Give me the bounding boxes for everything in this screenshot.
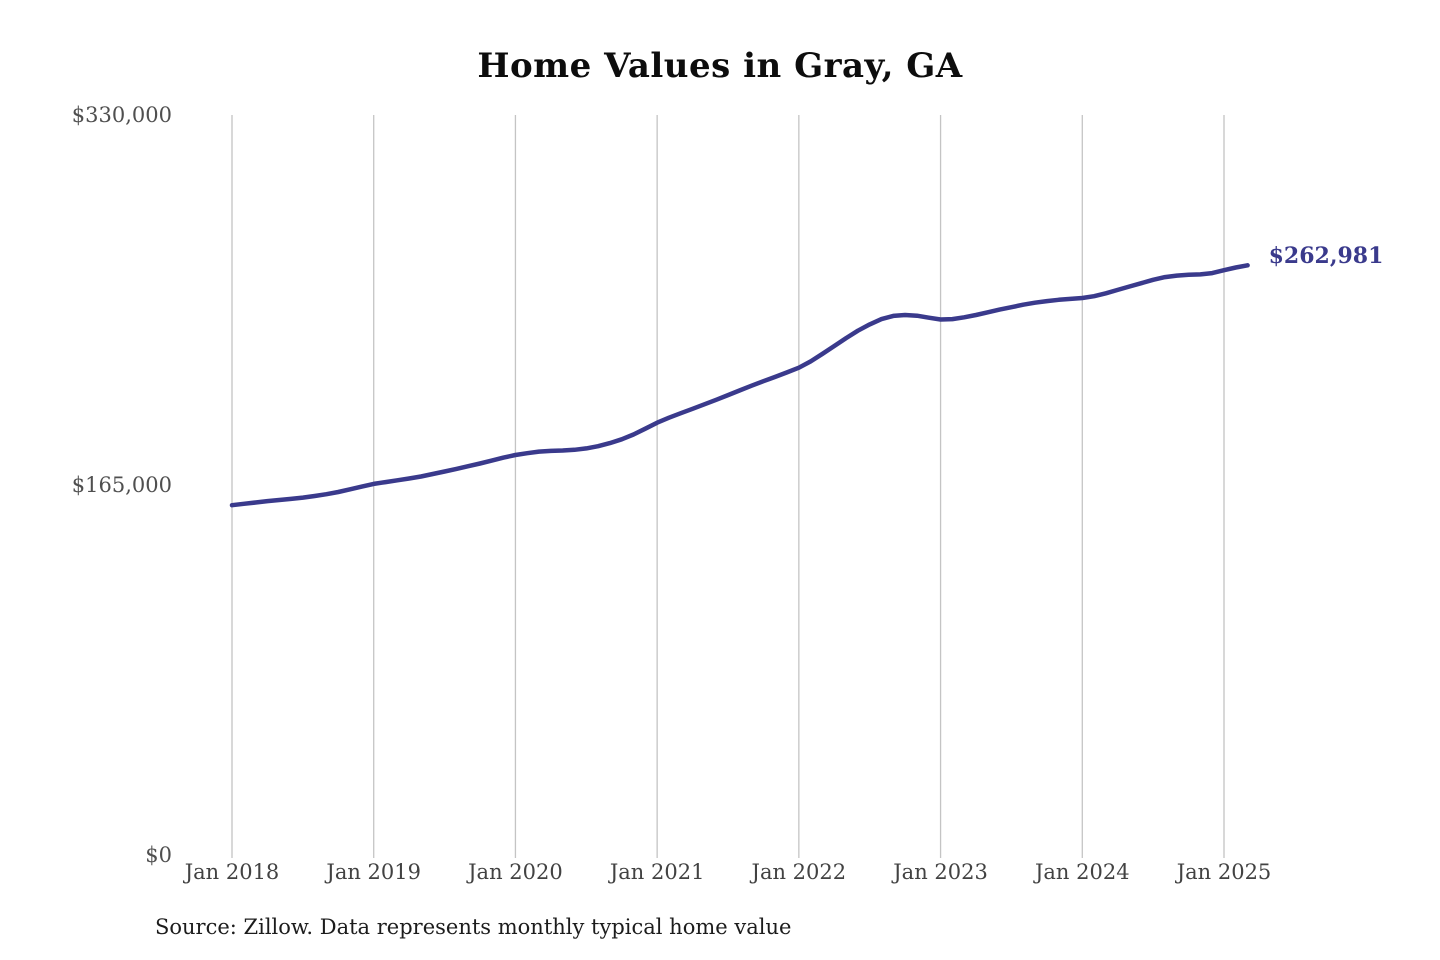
current-value-label: $262,981 — [1268, 243, 1384, 270]
y-axis-label-165000: $165,000 — [71, 473, 172, 497]
x-axis-label-jan-2018: Jan 2018 — [184, 860, 280, 884]
x-axis-label-jan-2022: Jan 2022 — [751, 860, 847, 884]
x-axis-label-jan-2020: Jan 2020 — [468, 860, 563, 884]
x-axis-label-jan-2024: Jan 2024 — [1034, 860, 1130, 884]
x-axis-label-jan-2019: Jan 2019 — [326, 860, 421, 884]
x-axis-label-jan-2025: Jan 2025 — [1176, 860, 1272, 884]
source-note: Source: Zillow. Data represents monthly … — [155, 915, 792, 939]
chart-title: Home Values in Gray, GA — [477, 46, 963, 86]
y-axis-label-330000: $330,000 — [71, 103, 172, 127]
x-axis-label-jan-2021: Jan 2021 — [609, 860, 705, 884]
home-value-line — [229, 263, 1250, 508]
y-axis-label-0: $0 — [145, 843, 172, 867]
x-axis-label-jan-2023: Jan 2023 — [893, 860, 988, 884]
